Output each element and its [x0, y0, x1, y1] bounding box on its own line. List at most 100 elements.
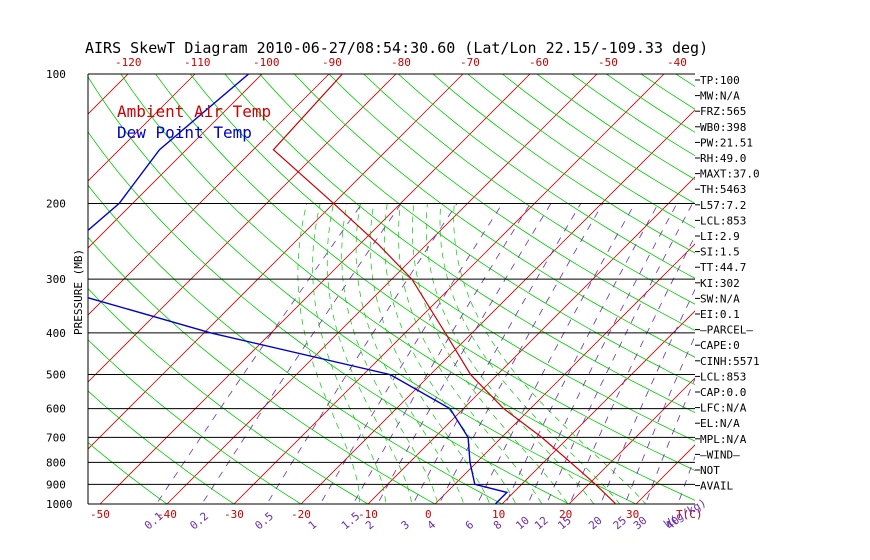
y-axis-label: PRESSURE (MB) — [72, 249, 85, 335]
dry-adiabat-line — [88, 287, 369, 504]
air-temp-series-line — [272, 74, 617, 504]
mixing-ratio-tick: 0.2 — [187, 510, 211, 533]
isotherm-line — [233, 74, 665, 504]
mixing-ratio-line — [527, 203, 678, 504]
mixing-ratio-line — [476, 203, 636, 504]
mixing-ratio-line — [377, 203, 552, 504]
moist-adiabat-line — [297, 203, 361, 504]
index-label: KI:302 — [700, 277, 740, 290]
dry-adiabat-line — [432, 74, 695, 254]
temp-tick-bottom: 10 — [492, 508, 505, 521]
index-label: WB0:398 — [700, 121, 746, 134]
moist-adiabat-line — [439, 203, 621, 504]
mixing-ratio-line — [677, 455, 695, 504]
moist-adiabat-line — [355, 203, 465, 504]
index-label: CAP:0.0 — [700, 386, 746, 399]
pressure-tick-label: 600 — [46, 403, 66, 416]
isotherm-line — [828, 32, 870, 513]
dry-adiabat-line — [88, 339, 302, 504]
isotherm-line — [367, 176, 695, 504]
dry-adiabat-line — [88, 184, 503, 504]
mixing-ratio-tick: 12 — [532, 514, 551, 532]
pressure-tick-label: 500 — [46, 369, 66, 382]
pressure-tick-label: 1000 — [46, 498, 73, 511]
mixing-ratio-line — [412, 203, 582, 504]
index-label: RH:49.0 — [700, 152, 746, 165]
moist-adiabat-line — [369, 203, 491, 504]
temp-tick-bottom: 20 — [559, 508, 572, 521]
temp-tick-bottom: -30 — [224, 508, 244, 521]
temp-tick-bottom: -20 — [291, 508, 311, 521]
isotherm-line — [0, 32, 36, 513]
isotherm-line — [88, 74, 330, 316]
index-label: PW:21.51 — [700, 136, 753, 149]
index-label: FRZ:565 — [700, 105, 746, 118]
index-label: CAPE:0 — [700, 339, 740, 352]
index-label: MAXT:37.0 — [700, 168, 760, 181]
isotherm-line — [434, 243, 695, 504]
temp-tick-top: -60 — [529, 56, 549, 69]
index-label: TH:5463 — [700, 183, 746, 196]
index-label: –WIND– — [700, 448, 740, 461]
temp-tick-top: -120 — [115, 56, 142, 69]
index-label: L57:7.2 — [700, 199, 746, 212]
temp-tick-top: -90 — [322, 56, 342, 69]
isotherm-line — [568, 377, 695, 504]
index-label: LI:2.9 — [700, 230, 740, 243]
mixing-ratio-line — [155, 203, 363, 504]
temp-tick-top: -70 — [460, 56, 480, 69]
index-label: MW:N/A — [700, 90, 740, 103]
mixing-ratio-tick: 10 — [513, 514, 532, 532]
x-axis-label: T(C) — [676, 508, 703, 521]
index-label: LCL:853 — [700, 370, 746, 383]
temp-tick-bottom: -40 — [157, 508, 177, 521]
mixing-ratio-line — [600, 288, 695, 504]
index-label: MPL:N/A — [700, 433, 747, 446]
isotherm-line — [300, 109, 695, 504]
index-label: TP:100 — [700, 74, 740, 87]
temp-tick-bottom: -10 — [358, 508, 378, 521]
mixing-ratio-line — [201, 203, 402, 504]
chart-title: AIRS SkewT Diagram 2010-06-27/08:54:30.6… — [85, 39, 708, 57]
isotherm-line — [635, 444, 695, 504]
mixing-ratio-tick: 6 — [463, 518, 476, 532]
mixing-ratio-tick: 0.5 — [252, 510, 276, 533]
dry-adiabat-line — [224, 74, 695, 414]
moist-adiabat-line — [384, 203, 517, 504]
dry-adiabat-line — [155, 74, 695, 471]
mixing-ratio-line — [546, 203, 693, 504]
isotherm-line — [166, 74, 598, 504]
mixing-ratio-line — [569, 235, 695, 504]
mixing-ratio-tick: 1 — [306, 518, 319, 532]
index-label: LCL:853 — [700, 214, 746, 227]
isotherm-line — [88, 74, 397, 383]
pressure-tick-label: 400 — [46, 327, 66, 340]
dry-adiabat-line — [293, 74, 695, 358]
isotherm-line — [88, 74, 263, 249]
legend-ambient-air-temp: Ambient Air Temp — [117, 102, 271, 121]
temp-tick-top: -50 — [598, 56, 618, 69]
mixing-ratio-tick: 20 — [586, 514, 605, 532]
mixing-ratio-tick: 3 — [399, 518, 412, 532]
moist-adiabat-line — [453, 203, 647, 504]
mixing-ratio-line — [266, 203, 458, 504]
pressure-tick-label: 800 — [46, 456, 66, 469]
isotherm-line — [501, 310, 695, 504]
mixing-ratio-line — [624, 335, 695, 504]
isotherm-line — [88, 74, 464, 450]
index-label: TT:44.7 — [700, 261, 746, 274]
index-label: NOT — [700, 464, 720, 477]
moist-adiabat-line — [326, 203, 413, 504]
pressure-tick-label: 900 — [46, 478, 66, 491]
isotherm-line — [99, 74, 531, 504]
dry-adiabat-line — [88, 441, 168, 504]
temp-tick-top: -100 — [253, 56, 280, 69]
mixing-ratio-line — [438, 203, 604, 504]
index-label: LFC:N/A — [700, 402, 747, 415]
temp-tick-top: -40 — [667, 56, 687, 69]
temp-tick-bottom: 30 — [626, 508, 639, 521]
pressure-tick-label: 700 — [46, 431, 66, 444]
dry-adiabat-line — [259, 74, 695, 386]
moist-adiabat-line — [398, 203, 543, 504]
